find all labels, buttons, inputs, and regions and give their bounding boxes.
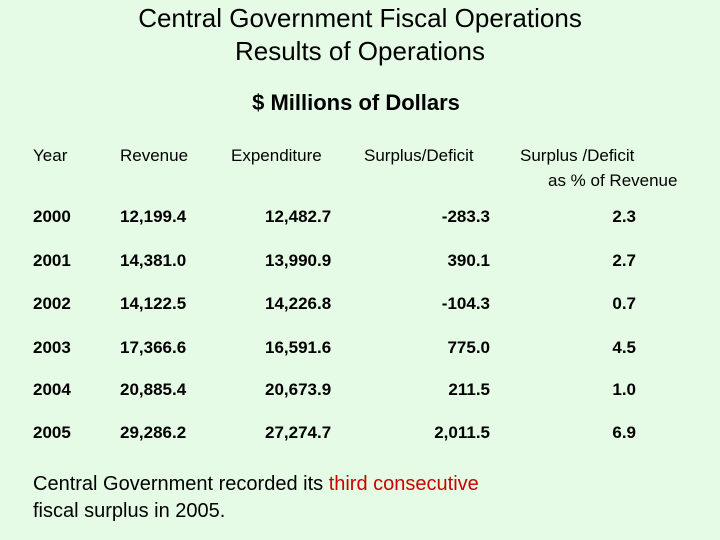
cell-revenue: 12,199.4: [120, 207, 187, 226]
header-surplus-pct-sub: as % of Revenue: [548, 171, 678, 190]
header-year: Year: [33, 146, 68, 165]
cell-year: 2004: [33, 380, 71, 399]
cell-surplus: 775.0: [447, 338, 490, 357]
summary-note: Central Government recorded its third co…: [33, 471, 673, 525]
cell-revenue: 14,122.5: [120, 294, 187, 313]
slide-title: Central Government Fiscal Operations Res…: [0, 2, 720, 68]
cell-revenue: 29,286.2: [120, 423, 187, 442]
cell-pct: 1.0: [612, 380, 636, 399]
cell-revenue: 20,885.4: [120, 380, 187, 399]
cell-expenditure: 20,673.9: [265, 380, 332, 399]
cell-surplus: 390.1: [447, 251, 490, 270]
cell-expenditure: 16,591.6: [265, 338, 332, 357]
cell-pct: 2.3: [612, 207, 636, 226]
cell-pct: 0.7: [612, 294, 636, 313]
cell-expenditure: 13,990.9: [265, 251, 332, 270]
cell-pct: 4.5: [612, 338, 636, 357]
header-expenditure: Expenditure: [231, 146, 322, 165]
header-revenue: Revenue: [120, 146, 189, 165]
cell-year: 2002: [33, 294, 71, 313]
cell-revenue: 14,381.0: [120, 251, 187, 270]
cell-surplus: 2,011.5: [434, 423, 490, 442]
cell-year: 2005: [33, 423, 71, 442]
cell-expenditure: 27,274.7: [265, 423, 332, 442]
cell-pct: 6.9: [612, 423, 636, 442]
header-surplus-pct: Surplus /Deficit: [520, 146, 635, 165]
cell-pct: 2.7: [612, 251, 636, 270]
cell-year: 2003: [33, 338, 71, 357]
cell-surplus: -283.3: [441, 207, 490, 226]
title-line-2: Results of Operations: [234, 36, 485, 66]
cell-year: 2000: [33, 207, 71, 226]
summary-highlight: third consecutive: [328, 473, 479, 495]
cell-surplus: 211.5: [448, 380, 490, 399]
summary-text-1: Central Government recorded its: [33, 473, 329, 495]
cell-revenue: 17,366.6: [120, 338, 187, 357]
summary-text-2: fiscal surplus in 2005.: [33, 500, 226, 522]
cell-expenditure: 14,226.8: [265, 294, 332, 313]
title-line-1: Central Government Fiscal Operations: [138, 3, 582, 33]
cell-year: 2001: [33, 251, 71, 270]
cell-surplus: -104.3: [441, 294, 490, 313]
cell-expenditure: 12,482.7: [265, 207, 332, 226]
header-surplus-deficit: Surplus/Deficit: [364, 146, 474, 165]
units-subtitle: $ Millions of Dollars: [252, 90, 460, 115]
